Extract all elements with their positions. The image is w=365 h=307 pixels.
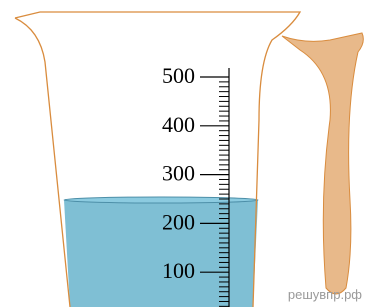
handle — [282, 33, 363, 294]
scale-label: 500 — [162, 63, 195, 88]
scale-label: 200 — [162, 209, 195, 234]
watermark: решувпр.рф — [288, 287, 362, 302]
scale-label: 400 — [162, 112, 195, 137]
measuring-jug: 500 400 300 200 100 решувпр.рф — [0, 0, 365, 307]
jug-left-wall — [15, 18, 70, 307]
scale-label: 100 — [162, 258, 195, 283]
scale-label: 300 — [162, 161, 195, 186]
